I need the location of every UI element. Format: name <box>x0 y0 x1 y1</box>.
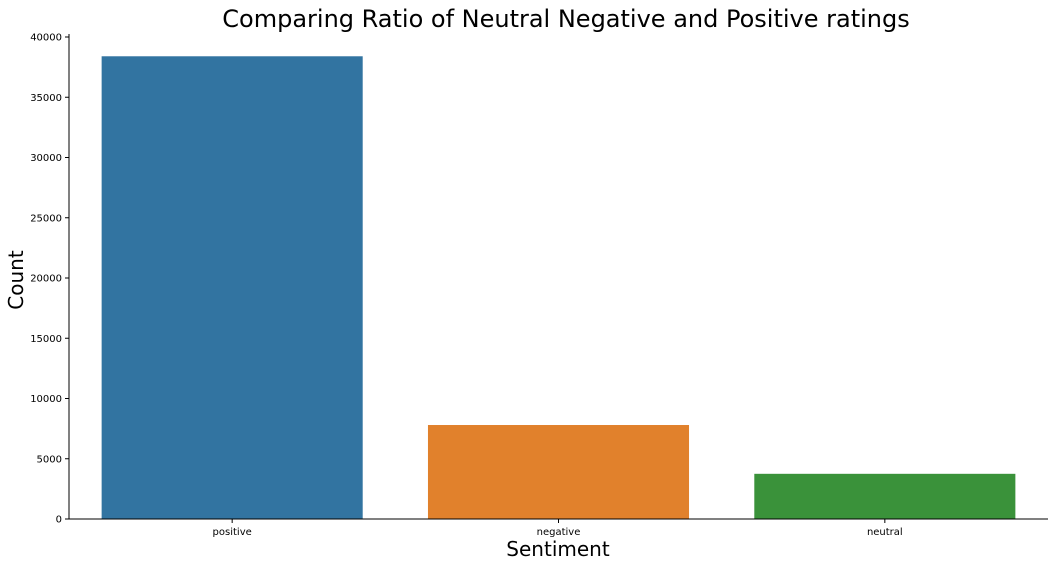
y-tick-label: 5000 <box>37 454 62 465</box>
y-tick-label: 35000 <box>30 93 62 104</box>
y-axis-label: Count <box>4 250 28 310</box>
y-tick-label: 40000 <box>30 33 62 44</box>
bar-neutral <box>754 473 1016 519</box>
y-axis-ticks: 0 5000 10000 15000 20000 25000 30000 35000 40000 <box>30 33 69 526</box>
y-tick-label: 15000 <box>30 334 62 345</box>
bar-positive <box>101 56 363 519</box>
bar-negative <box>427 425 690 519</box>
x-tick-label-positive: positive <box>213 527 252 538</box>
x-tick-label-negative: negative <box>537 527 581 538</box>
y-tick-label: 20000 <box>30 274 62 285</box>
x-axis-ticks: positive negative neutral <box>213 519 903 538</box>
y-tick-label: 25000 <box>30 213 62 224</box>
y-tick-label: 10000 <box>30 394 62 405</box>
y-tick-label: 30000 <box>30 153 62 164</box>
bars <box>101 56 1016 519</box>
x-axis-label: Sentiment <box>506 537 610 561</box>
x-tick-label-neutral: neutral <box>867 527 903 538</box>
chart-title: Comparing Ratio of Neutral Negative and … <box>222 5 909 33</box>
y-tick-label: 0 <box>56 515 62 526</box>
